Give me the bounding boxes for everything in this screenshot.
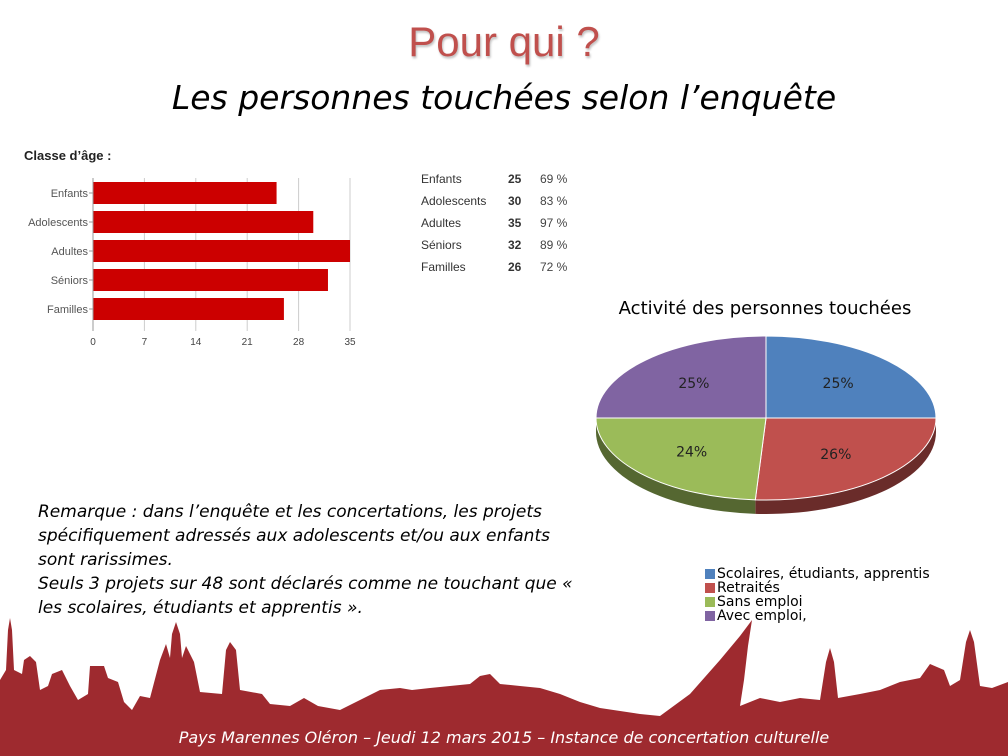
age-table-value: 25 — [508, 172, 522, 186]
footer-text: Pays Marennes Oléron – Jeudi 12 mars 201… — [178, 728, 830, 747]
age-table-row: Adultes 35 97 % — [418, 216, 588, 238]
bar — [93, 240, 350, 262]
age-table-category: Adolescents — [421, 194, 487, 208]
slide-title: Pour qui ? — [408, 18, 600, 65]
legend-item: Scolaires, étudiants, apprentis — [705, 567, 930, 581]
activity-pie-chart: 25% 26% 24% 25% — [595, 335, 937, 514]
pie-slice — [595, 417, 767, 501]
age-table-row: Enfants 25 69 % — [418, 172, 588, 194]
bar-chart-title: Classe d’âge : — [24, 148, 111, 163]
bar-x-tick-label: 7 — [142, 337, 148, 348]
legend-item: Avec emploi, — [705, 609, 930, 623]
age-table-percent: 89 % — [540, 238, 568, 252]
age-table-value: 26 — [508, 260, 522, 274]
pie-slice — [765, 335, 937, 419]
slide-subtitle: Les personnes touchées selon l’enquête — [171, 78, 837, 117]
age-table-percent: 69 % — [540, 172, 568, 186]
legend-label: Sans emploi — [717, 594, 803, 610]
legend-item: Retraités — [705, 581, 930, 595]
bar-category-label: Familles — [47, 304, 88, 316]
age-table-row: Familles 26 72 % — [418, 260, 588, 282]
legend-swatch — [705, 583, 715, 593]
bar — [93, 269, 328, 291]
age-table-percent: 72 % — [540, 260, 568, 274]
pie-slice-label: 26% — [820, 447, 851, 463]
age-table-value: 30 — [508, 194, 522, 208]
bar-category-label: Adolescents — [28, 217, 88, 229]
bar-x-tick-label: 21 — [242, 337, 254, 348]
legend-label: Avec emploi, — [717, 608, 807, 624]
age-table-percent: 83 % — [540, 194, 568, 208]
age-table-category: Adultes — [421, 216, 462, 230]
pie-slice — [754, 417, 937, 501]
age-table-value: 32 — [508, 238, 522, 252]
age-table-category: Familles — [421, 260, 466, 274]
bar — [93, 182, 277, 204]
pie-slice-label: 25% — [823, 376, 854, 392]
bar-category-label: Séniors — [51, 275, 89, 287]
bar — [93, 211, 314, 233]
legend-swatch — [705, 569, 715, 579]
age-bar-chart: Classe d’âge : 0 7 14 21 28 35 Enfants Adolesce… — [24, 148, 356, 348]
pie-slice-label: 25% — [678, 376, 709, 392]
bar-category-label: Enfants — [51, 188, 89, 200]
age-table-percent: 97 % — [540, 216, 568, 230]
pie-slice — [595, 335, 767, 419]
bar-x-tick-label: 28 — [293, 337, 305, 348]
age-table-category: Enfants — [421, 172, 462, 186]
remark-line-2: Seuls 3 projets sur 48 sont déclarés com… — [38, 574, 573, 618]
legend-label: Scolaires, étudiants, apprentis — [717, 566, 930, 582]
legend-label: Retraités — [717, 580, 780, 596]
footer-band — [0, 716, 1008, 756]
pie-side-wall — [755, 418, 936, 514]
pie-chart-title: Activité des personnes touchées — [618, 298, 912, 319]
legend-item: Sans emploi — [705, 595, 930, 609]
legend-swatch — [705, 611, 715, 621]
legend-swatch — [705, 597, 715, 607]
remark-text: Remarque : dans l’enquête et les concert… — [38, 500, 578, 620]
bar-category-label: Adultes — [51, 246, 88, 258]
bar — [93, 298, 284, 320]
age-table-category: Séniors — [421, 238, 462, 252]
age-table-value: 35 — [508, 216, 522, 230]
pie-legend: Scolaires, étudiants, apprentis Retraités… — [705, 567, 930, 623]
pie-slice-label: 24% — [676, 445, 707, 461]
age-table-row: Séniors 32 89 % — [418, 238, 588, 260]
bar-x-tick-label: 0 — [90, 337, 96, 348]
remark-line-1: Remarque : dans l’enquête et les concert… — [38, 502, 550, 570]
bar-x-tick-label: 35 — [344, 337, 356, 348]
bar-x-tick-label: 14 — [190, 337, 202, 348]
skyline-band — [0, 618, 1008, 756]
age-table-row: Adolescents 30 83 % — [418, 194, 588, 216]
